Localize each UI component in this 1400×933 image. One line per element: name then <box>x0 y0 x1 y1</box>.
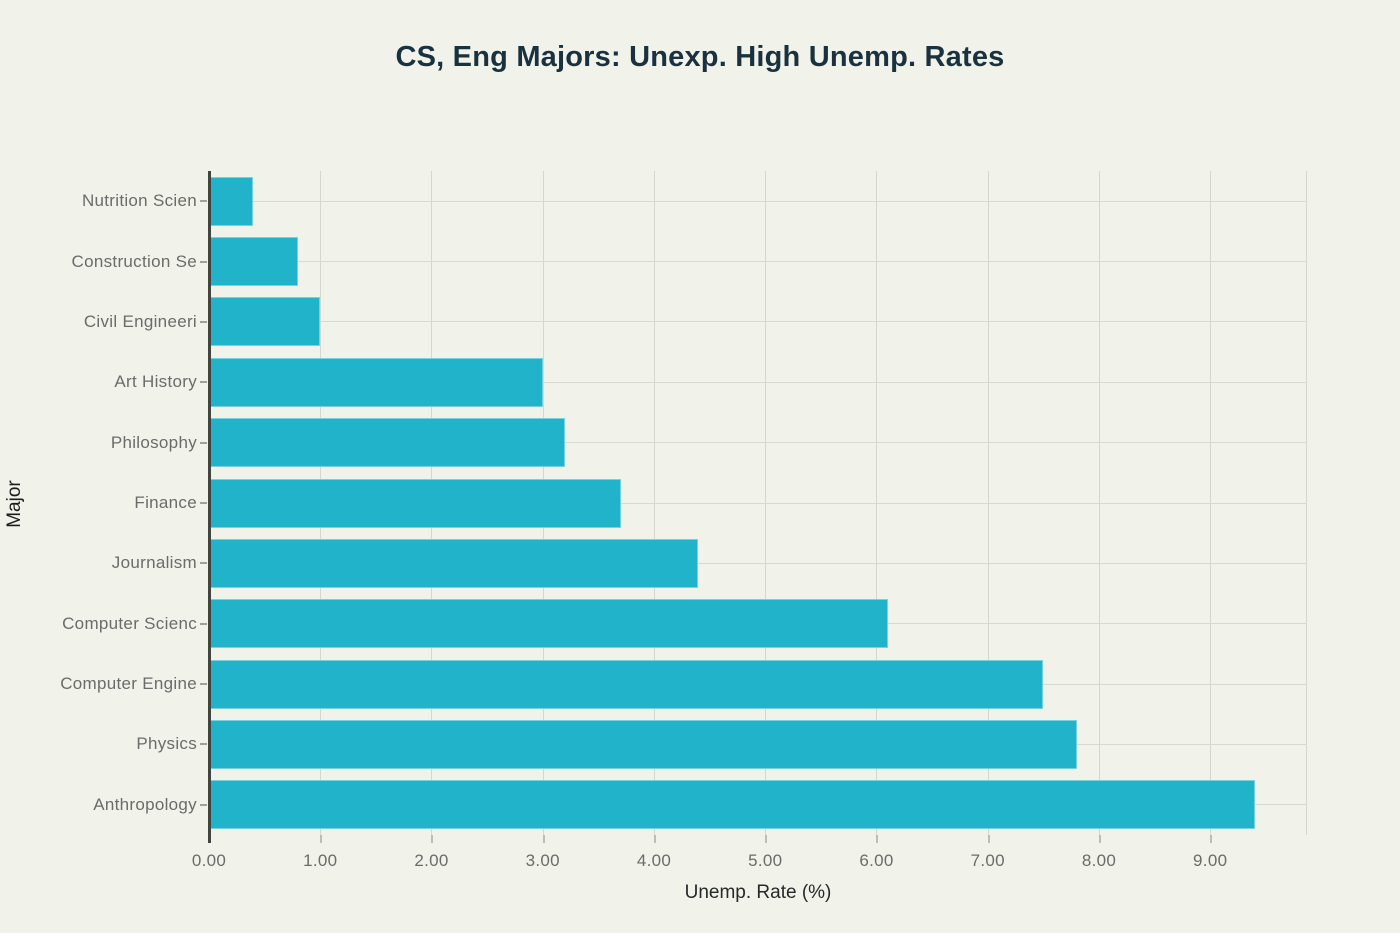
x-tick-mark <box>765 835 768 843</box>
x-axis-tick-label: 5.00 <box>748 851 783 870</box>
y-axis-category-label: Finance <box>134 492 197 512</box>
y-tick-mark <box>200 381 207 384</box>
x-axis-tick-label: 6.00 <box>859 851 894 870</box>
bar <box>209 237 298 287</box>
bar <box>209 478 621 528</box>
y-gridline <box>209 562 1307 564</box>
y-tick-mark <box>200 743 207 746</box>
x-tick-mark <box>1210 835 1213 843</box>
x-axis-tick-label: 9.00 <box>1193 851 1228 870</box>
x-tick-mark <box>1098 835 1101 843</box>
y-axis-category-label: Journalism <box>111 553 197 573</box>
y-tick-mark <box>200 502 207 504</box>
x-axis-tick-label: 1.00 <box>303 851 338 870</box>
x-axis-title: Unemp. Rate (%) <box>684 882 832 903</box>
y-axis-category-label: Civil Engineeri <box>83 311 197 331</box>
x-tick-mark <box>431 835 434 843</box>
y-axis-category-label: Construction Se <box>71 251 197 271</box>
y-tick-mark <box>200 441 207 444</box>
x-tick-mark <box>542 835 545 843</box>
x-tick-mark <box>320 835 323 843</box>
x-tick-mark <box>987 835 990 843</box>
y-tick-mark <box>200 260 207 263</box>
y-axis-category-label: Computer Scienc <box>62 613 197 633</box>
x-axis-tick-label: 7.00 <box>970 851 1005 870</box>
y-axis-category-label: Physics <box>136 734 197 754</box>
bar <box>209 599 888 649</box>
y-tick-mark <box>200 683 207 686</box>
y-axis-title: Major <box>4 480 25 528</box>
y-tick-mark <box>200 562 207 565</box>
x-axis-tick-label: 8.00 <box>1081 851 1117 870</box>
bar <box>209 297 321 347</box>
x-tick-mark <box>876 835 879 843</box>
x-axis-tick-label: 4.00 <box>636 851 672 870</box>
y-gridline <box>209 261 1307 263</box>
y-axis-category-label: Nutrition Scien <box>81 191 197 211</box>
y-gridline <box>209 381 1307 383</box>
x-axis-tick-label: 0.00 <box>191 851 227 870</box>
bar <box>209 357 543 407</box>
bar <box>209 780 1255 830</box>
y-gridline <box>209 200 1307 202</box>
chart-title: CS, Eng Majors: Unexp. High Unemp. Rates <box>395 41 1005 73</box>
y-gridline <box>209 321 1307 323</box>
y-axis-line <box>208 171 211 843</box>
y-gridline <box>209 502 1307 504</box>
y-tick-mark <box>200 200 207 203</box>
x-axis-tick-label: 3.00 <box>525 851 560 870</box>
bar <box>209 538 699 588</box>
bar <box>209 418 565 468</box>
x-axis-tick-label: 2.00 <box>414 851 449 870</box>
y-tick-mark <box>200 803 207 806</box>
y-axis-category-label: Anthropology <box>93 794 197 814</box>
y-gridline <box>209 442 1307 444</box>
y-axis-category-label: Philosophy <box>110 432 197 452</box>
x-tick-mark <box>653 835 656 843</box>
bar <box>209 659 1044 709</box>
y-tick-mark <box>200 320 207 323</box>
plot-area <box>200 171 1307 843</box>
y-axis-category-label: Computer Engine <box>60 674 197 694</box>
y-tick-mark <box>200 622 207 625</box>
bar <box>209 176 254 226</box>
bar <box>209 719 1077 769</box>
y-axis-category-label: Art History <box>114 372 197 392</box>
